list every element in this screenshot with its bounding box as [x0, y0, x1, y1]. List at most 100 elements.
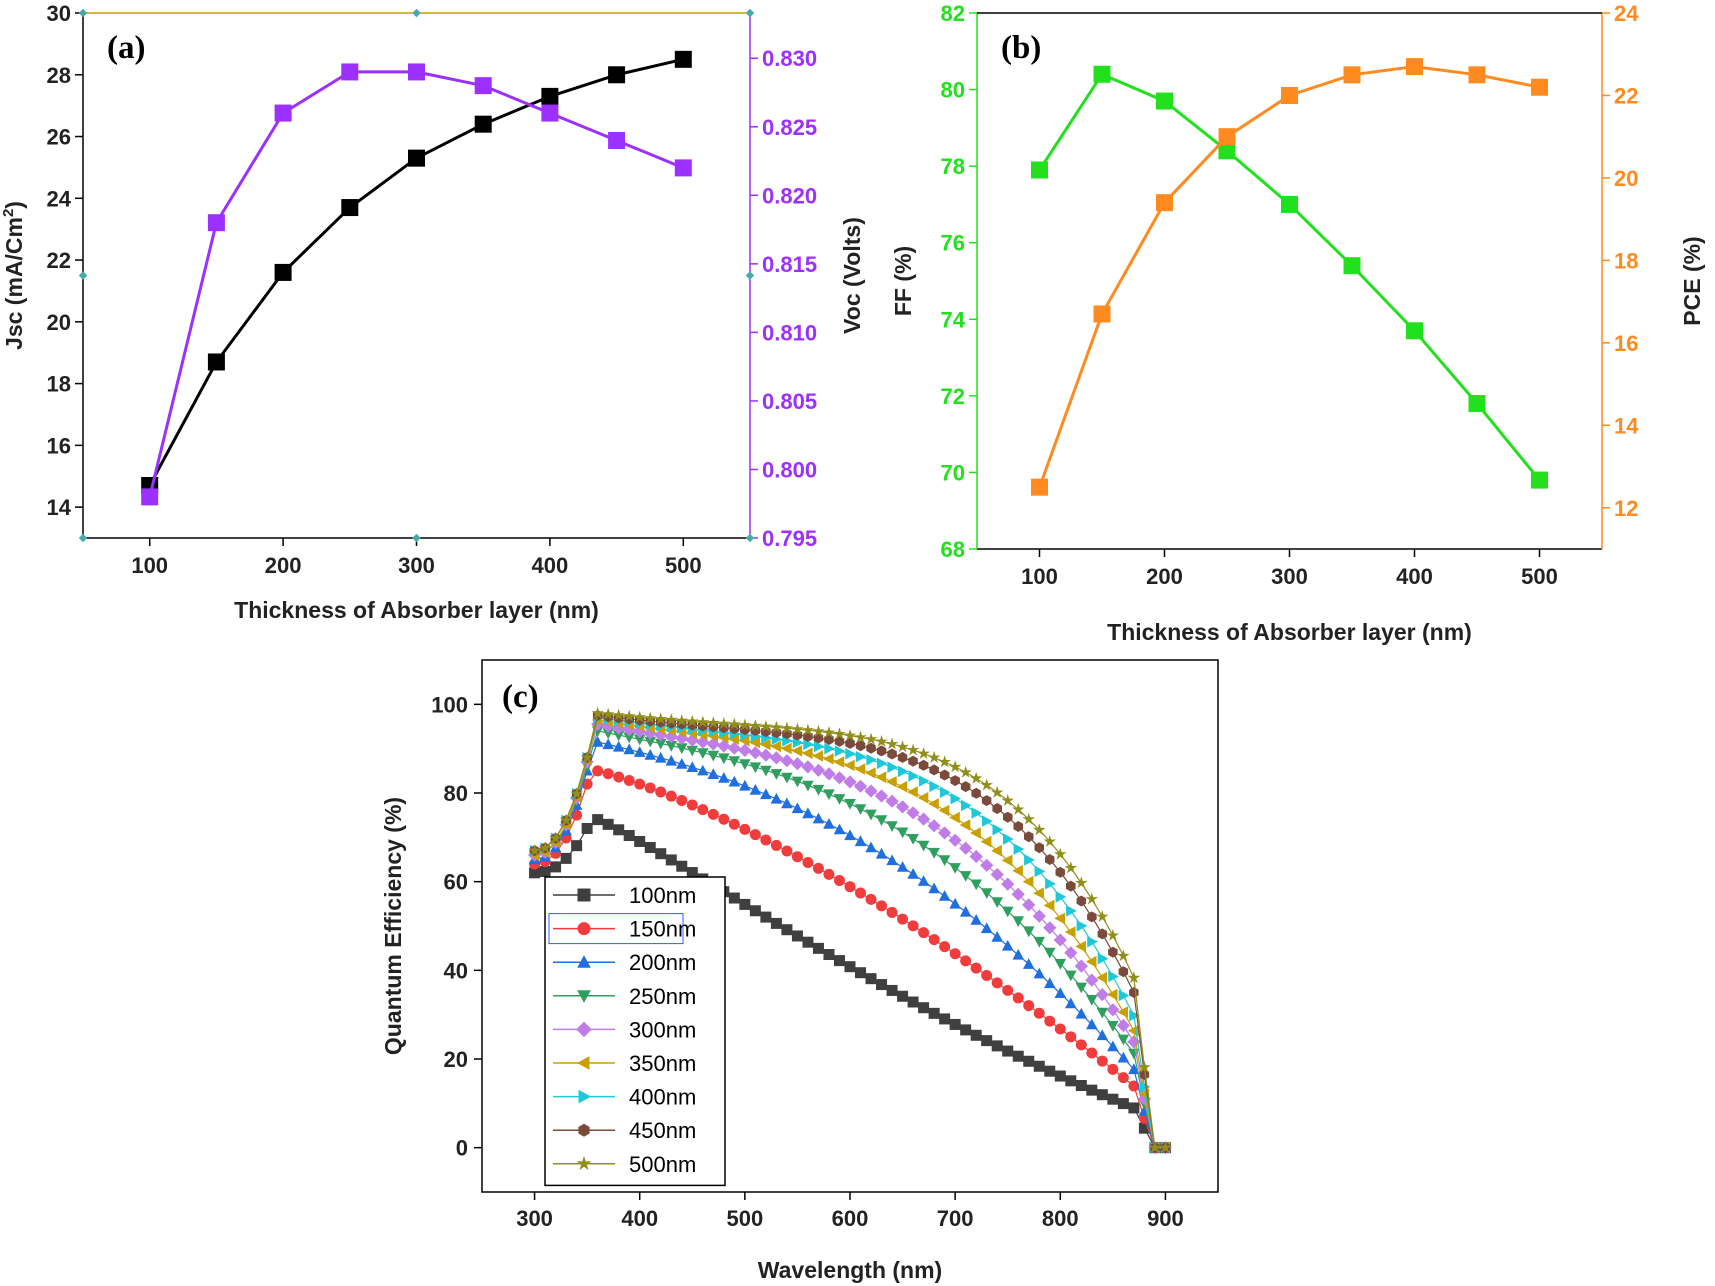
qe-point-500nm: [707, 716, 720, 729]
qe-point-200nm: [823, 818, 835, 829]
left-axis-label-text: Jsc (mA/Cm: [1, 217, 27, 350]
qe-point-300nm: [1095, 988, 1109, 1002]
qe-point-400nm: [1087, 936, 1098, 948]
qe-point-200nm: [949, 897, 961, 909]
qe-point-250nm: [633, 734, 646, 746]
qe-point-400nm: [992, 824, 1004, 836]
qe-series-350nm: [528, 714, 1171, 1154]
qe-point-350nm: [1096, 971, 1107, 984]
qe-point-200nm: [980, 922, 993, 934]
left-tick-label: 28: [47, 63, 71, 88]
qe-point-250nm: [1044, 947, 1056, 959]
qe-point-300nm: [874, 789, 889, 803]
qe-point-150nm: [791, 851, 803, 863]
series-line-pce: [1038, 65, 1540, 488]
qe-point-400nm: [834, 745, 846, 757]
qe-point-250nm: [938, 855, 951, 867]
qe-point-300nm: [1085, 973, 1099, 987]
qe-point-350nm: [970, 827, 981, 839]
qe-point-350nm: [1075, 940, 1086, 953]
qe-point-150nm: [718, 813, 730, 825]
qe-point-200nm: [633, 746, 646, 757]
qe-point-400nm: [1129, 1009, 1140, 1022]
qe-point-200nm: [791, 802, 804, 814]
left-tick-label: 20: [47, 310, 71, 335]
data-point-ff: [1468, 395, 1486, 413]
qe-point-200nm: [1054, 987, 1067, 998]
qe-point-250nm: [949, 863, 961, 874]
y-tick-label: 80: [444, 781, 468, 806]
qe-point-250nm: [802, 780, 814, 792]
qe-series-250nm: [528, 726, 1172, 1154]
qe-point-350nm: [959, 819, 971, 831]
qe-point-500nm: [812, 724, 825, 737]
qe-point-450nm: [1013, 821, 1023, 832]
data-point-pce: [1531, 78, 1548, 96]
qe-point-100nm: [623, 830, 635, 842]
legend-marker: [578, 1089, 592, 1104]
qe-point-200nm: [886, 854, 898, 866]
qe-point-450nm: [866, 742, 876, 754]
qe-point-200nm: [1065, 997, 1077, 1009]
qe-point-150nm: [1075, 1039, 1087, 1051]
qe-point-300nm: [990, 867, 1004, 882]
data-point-ff: [1156, 92, 1173, 110]
qe-point-400nm: [1118, 989, 1130, 1002]
qe-point-100nm: [550, 861, 562, 873]
data-point-pce: [1406, 58, 1423, 76]
qe-point-100nm: [592, 814, 604, 826]
qe-point-200nm: [707, 768, 720, 779]
qe-point-100nm: [1096, 1089, 1108, 1101]
qe-point-100nm: [760, 911, 772, 923]
qe-point-100nm: [560, 852, 572, 864]
qe-point-500nm: [538, 841, 552, 854]
right-tick-label: 16: [1614, 331, 1638, 356]
qe-point-500nm: [1064, 861, 1078, 874]
frame-handle-icon: [412, 8, 421, 18]
data-point-jsc: [541, 87, 559, 105]
qe-point-300nm: [1043, 921, 1057, 935]
qe-point-350nm: [875, 771, 887, 783]
qe-point-200nm: [739, 779, 751, 791]
qe-point-500nm: [633, 710, 646, 723]
data-point-pce: [1218, 128, 1236, 146]
qe-point-150nm: [918, 927, 930, 939]
data-point-voc: [207, 214, 225, 232]
legend-label: 350nm: [629, 1051, 696, 1076]
qe-point-250nm: [1033, 936, 1045, 948]
qe-point-450nm: [1129, 987, 1139, 998]
y-axis-label: Quantum Efficiency (%): [380, 797, 406, 1055]
qe-point-100nm: [1128, 1102, 1140, 1114]
qe-point-500nm: [717, 717, 731, 729]
frame-handle-icon: [78, 8, 88, 18]
qe-point-150nm: [1107, 1063, 1119, 1075]
qe-point-500nm: [696, 715, 710, 728]
qe-point-150nm: [949, 948, 961, 960]
qe-point-100nm: [970, 1029, 982, 1041]
qe-point-100nm: [676, 860, 688, 872]
qe-point-500nm: [665, 713, 678, 726]
qe-point-100nm: [1023, 1055, 1035, 1067]
qe-series-500nm: [528, 706, 1172, 1153]
qe-point-500nm: [1054, 847, 1067, 860]
qe-point-500nm: [738, 718, 752, 731]
x-tick-label: 400: [1396, 564, 1433, 589]
left-tick-label: 76: [941, 231, 965, 256]
qe-point-300nm: [769, 751, 783, 765]
qe-point-150nm: [1033, 1007, 1045, 1019]
qe-point-350nm: [812, 750, 824, 762]
x-tick-label: 500: [726, 1206, 763, 1231]
qe-point-300nm: [885, 794, 899, 808]
panel-b-chart: 100 200 300 400 500 68 70 72 74 76 78 80 82 12 14 16 18 2…: [890, 1, 1705, 645]
qe-point-400nm: [1003, 833, 1014, 845]
qe-point-500nm: [969, 771, 983, 784]
qe-point-200nm: [644, 749, 656, 760]
legend-label: 400nm: [629, 1085, 696, 1110]
qe-point-250nm: [1117, 1034, 1130, 1046]
left-tick-label: 22: [47, 248, 71, 273]
right-tick-label: 0.795: [762, 526, 817, 551]
series-line-jsc: [148, 57, 684, 487]
qe-point-500nm: [1096, 910, 1109, 922]
qe-point-200nm: [1023, 958, 1035, 969]
qe-point-500nm: [1106, 928, 1120, 941]
